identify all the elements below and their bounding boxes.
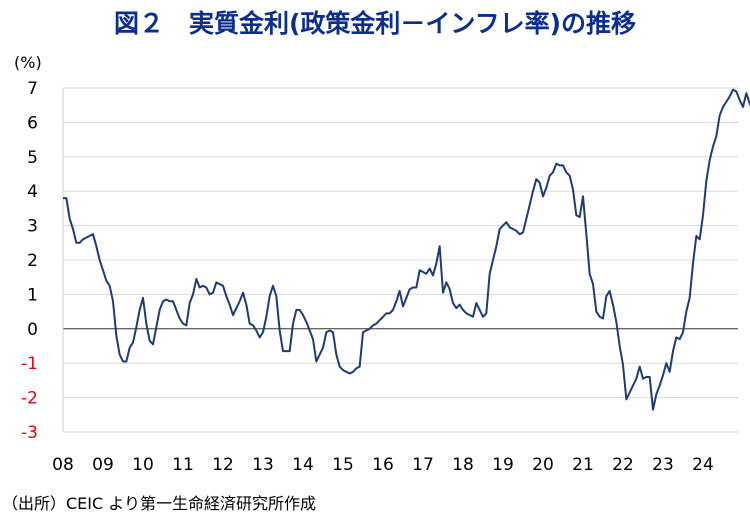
y-tick-label: 0 xyxy=(27,320,38,340)
y-tick-label: 4 xyxy=(27,182,38,202)
x-tick-label: 10 xyxy=(132,455,154,475)
x-tick-label: 22 xyxy=(612,455,634,475)
y-axis-ticks: 7 6 5 4 3 2 1 0 -1 -2 -3 xyxy=(21,79,38,443)
x-tick-label: 12 xyxy=(212,455,234,475)
x-tick-label: 11 xyxy=(172,455,194,475)
gridlines xyxy=(62,87,738,433)
x-tick-label: 17 xyxy=(412,455,434,475)
x-tick-label: 15 xyxy=(332,455,354,475)
y-tick-label: 7 xyxy=(27,79,38,99)
x-tick-label: 21 xyxy=(572,455,594,475)
plot-area xyxy=(63,88,750,411)
y-axis-unit: (%) xyxy=(14,53,42,72)
x-tick-label: 18 xyxy=(452,455,474,475)
y-tick-label: -2 xyxy=(21,389,38,409)
x-tick-label: 23 xyxy=(652,455,674,475)
y-tick-label: 3 xyxy=(27,217,38,237)
source-note: （出所）CEIC より第一生命経済研究所作成 xyxy=(2,494,316,513)
x-tick-label: 24 xyxy=(692,455,714,475)
x-tick-label: 19 xyxy=(492,455,514,475)
y-tick-label: 5 xyxy=(27,148,38,168)
y-tick-label: -1 xyxy=(21,354,38,374)
x-tick-label: 13 xyxy=(252,455,274,475)
y-tick-label: 1 xyxy=(27,285,38,305)
chart-title: 図２ 実質金利(政策金利－インフレ率)の推移 xyxy=(113,9,637,38)
x-axis-ticks: 08 09 10 11 12 13 14 15 16 17 18 19 20 21 22 23 24 xyxy=(52,455,714,475)
series-line xyxy=(63,88,750,411)
y-tick-label: 2 xyxy=(27,251,38,271)
y-tick-label: 6 xyxy=(27,113,38,133)
y-tick-label: -3 xyxy=(21,423,38,443)
x-tick-label: 08 xyxy=(52,455,74,475)
x-tick-label: 14 xyxy=(292,455,314,475)
x-tick-label: 20 xyxy=(532,455,554,475)
x-tick-label: 09 xyxy=(92,455,114,475)
x-tick-label: 16 xyxy=(372,455,394,475)
